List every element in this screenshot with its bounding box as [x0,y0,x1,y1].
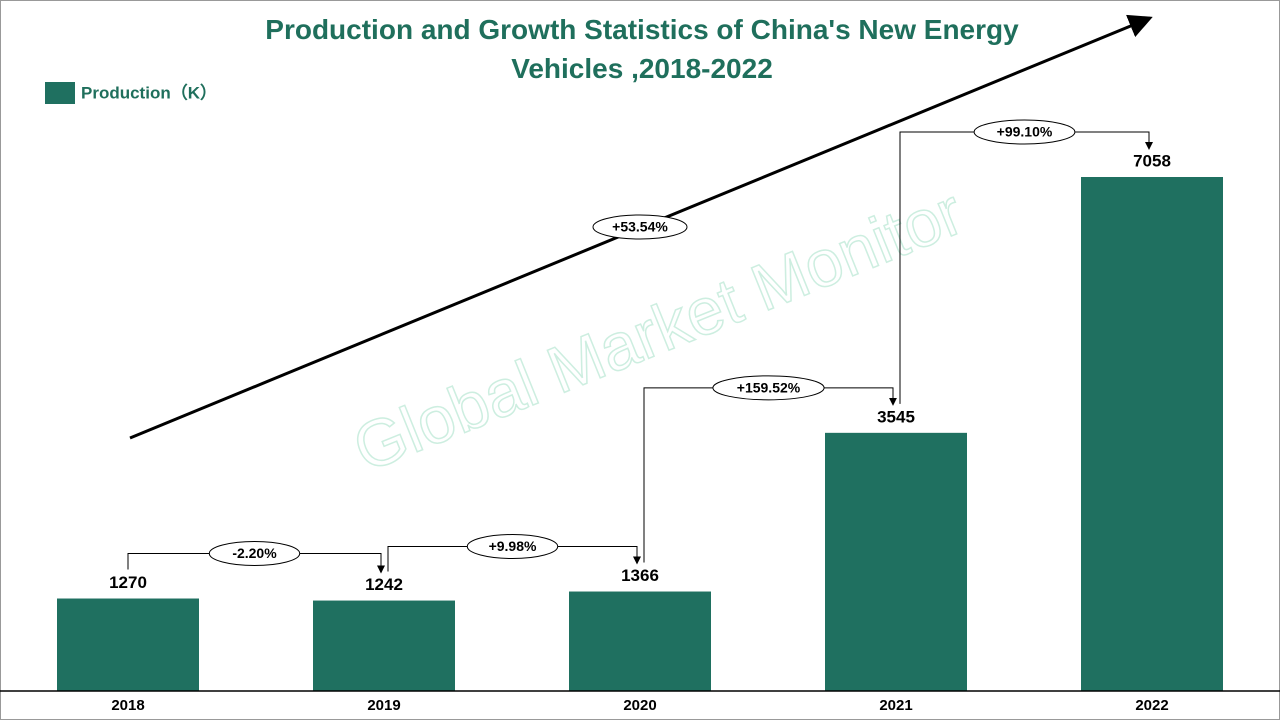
bar [1081,177,1223,691]
bar [313,600,455,691]
cagr-label: +53.54% [612,219,668,235]
value-label: 7058 [1133,151,1171,170]
bar [57,598,199,691]
x-tick-label: 2021 [879,697,912,714]
legend-label: Production（K） [81,82,217,102]
x-tick-label: 2020 [623,697,656,714]
x-tick-label: 2018 [111,697,144,714]
value-label: 1366 [621,566,659,585]
growth-bubble [466,534,559,560]
bar [825,432,967,691]
growth-bubble [208,541,301,567]
legend-swatch [45,82,75,104]
growth-label: +9.98% [489,538,537,554]
x-tick-label: 2019 [367,697,400,714]
cagr-bubble [592,214,688,240]
bar [569,591,711,691]
growth-bubble [973,119,1076,145]
value-label: 3545 [877,407,915,426]
value-label: 1242 [365,575,403,594]
growth-label: +99.10% [997,124,1053,140]
growth-label: +159.52% [737,380,801,396]
growth-label: -2.20% [232,545,277,561]
growth-bubble [712,375,825,401]
chart-title: Production and Growth Statistics of Chin… [265,14,1019,84]
x-tick-label: 2022 [1135,697,1168,714]
value-label: 1270 [109,573,147,592]
